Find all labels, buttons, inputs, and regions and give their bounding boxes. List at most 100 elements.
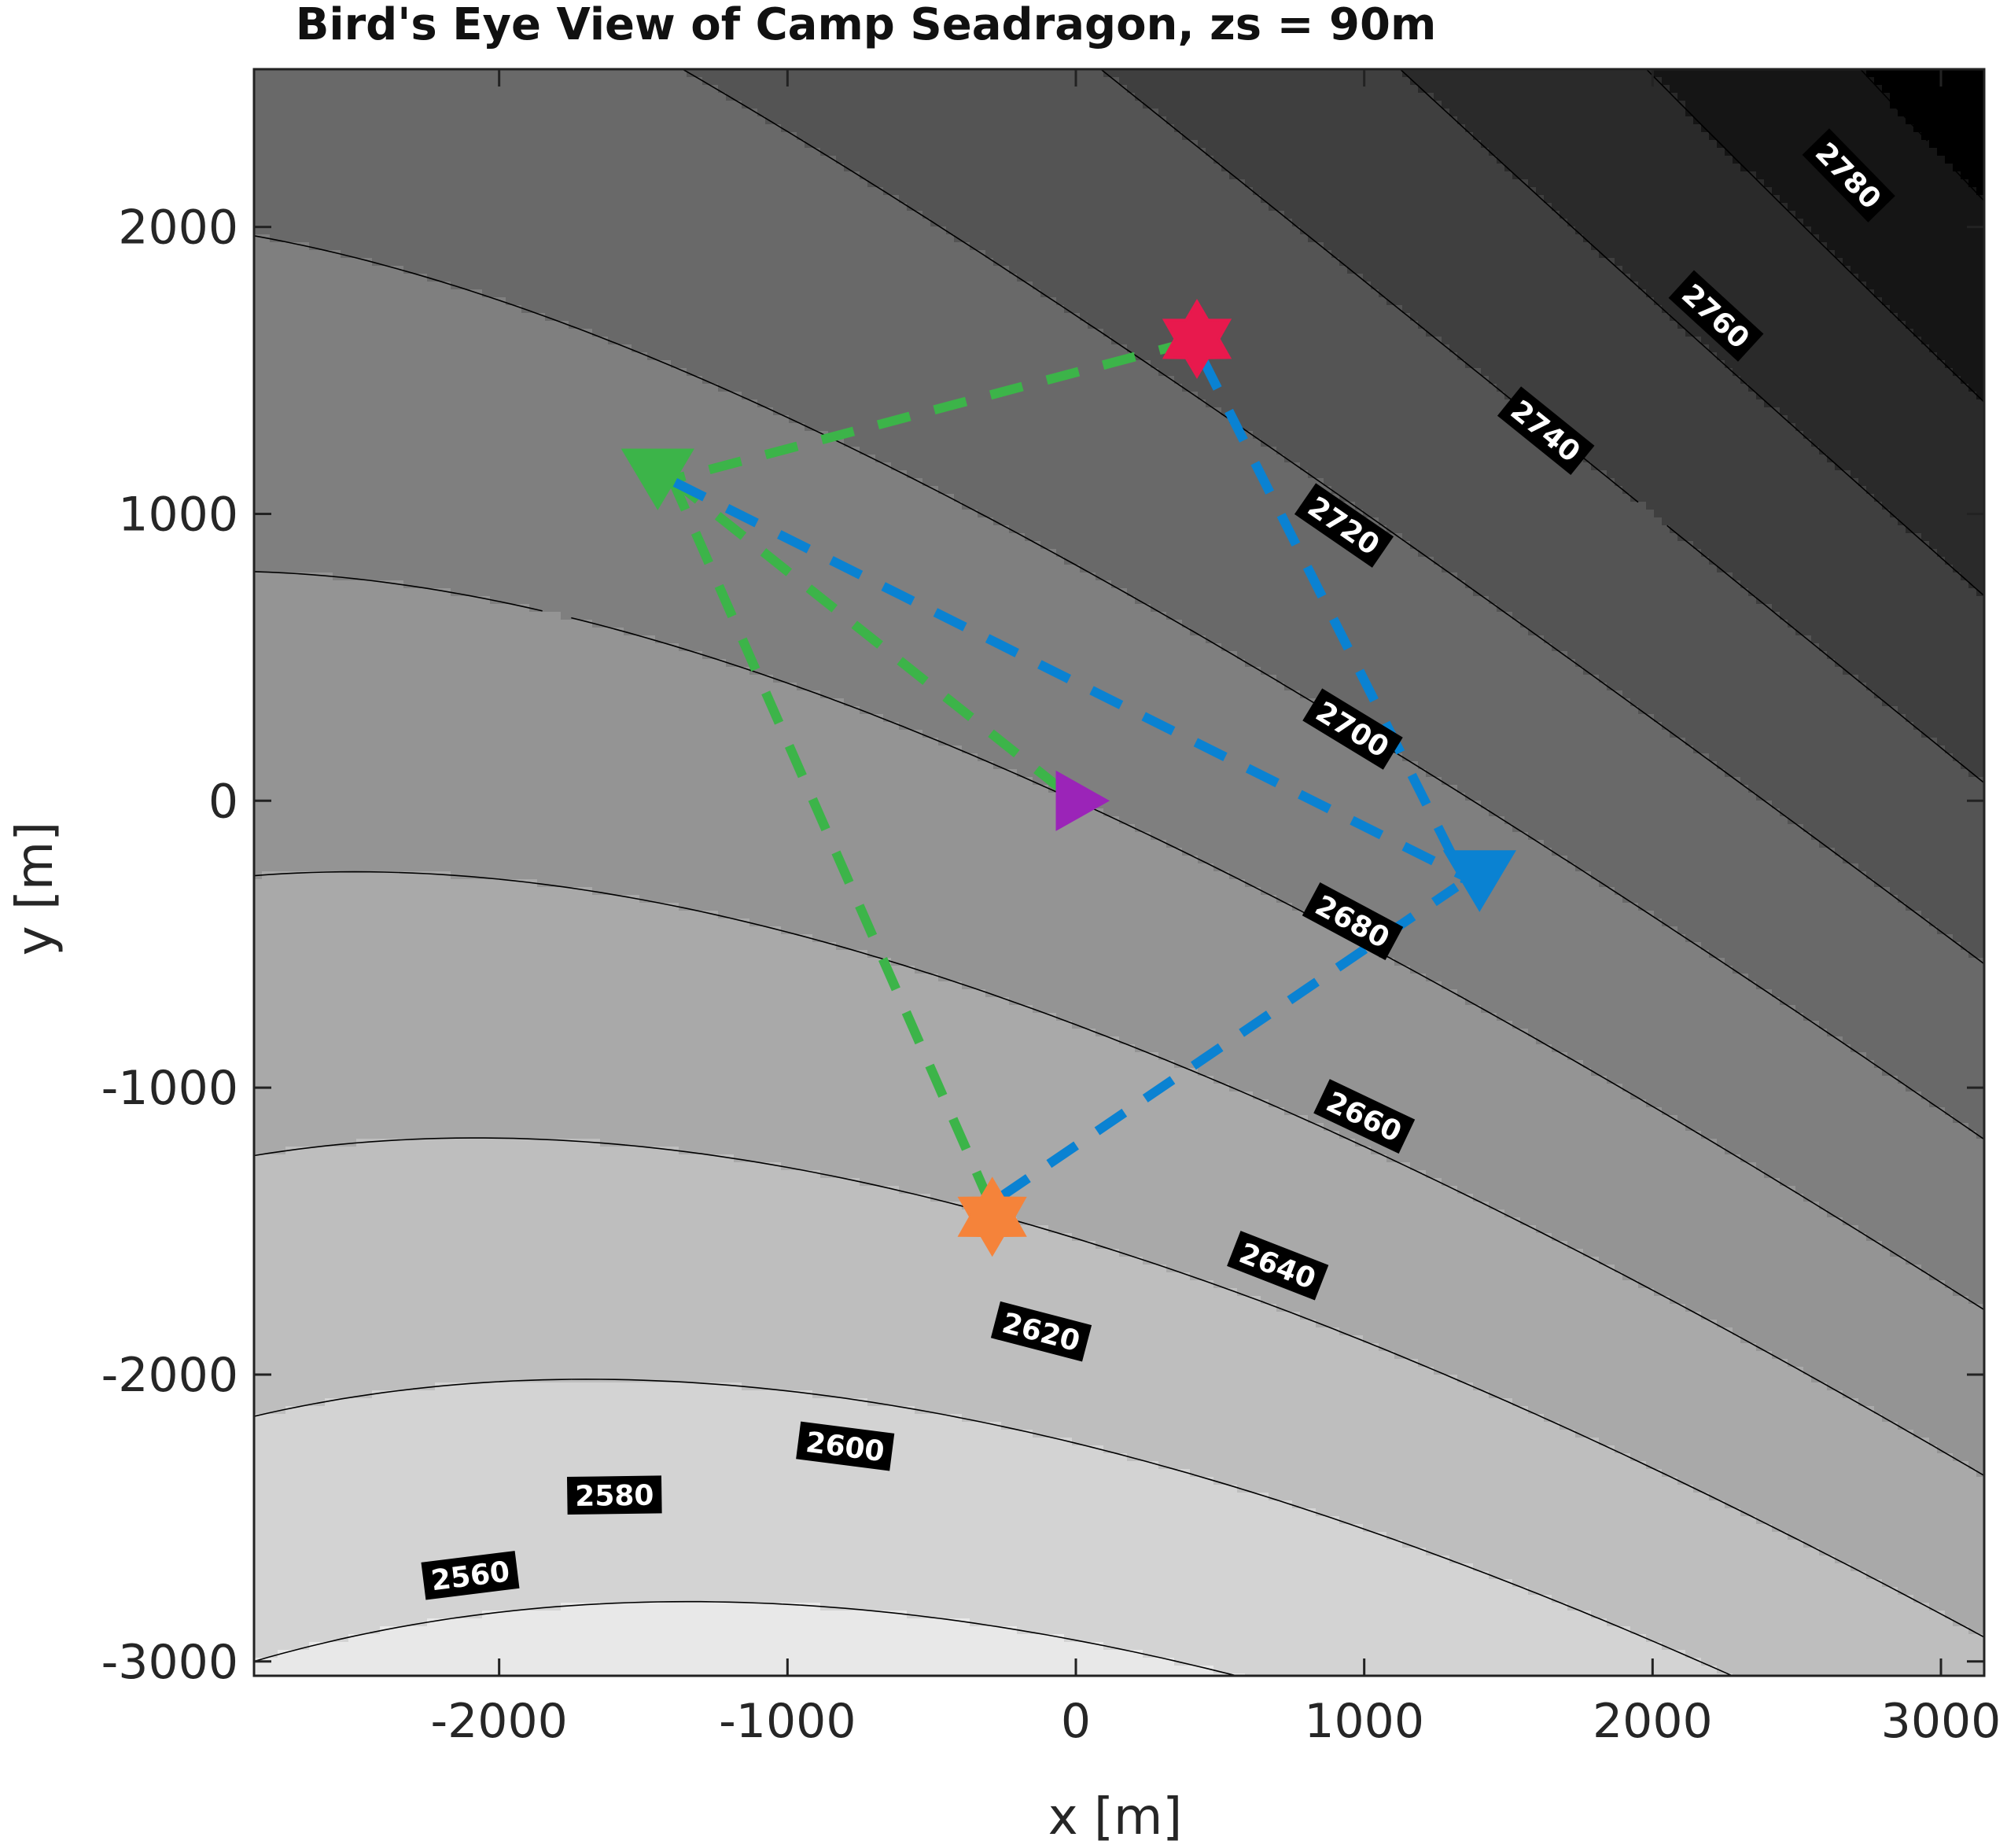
contour-band-cell [1811,101,1820,109]
contour-band-cell [1182,124,1191,133]
contour-band-cell [1040,234,1049,243]
contour-band-cell [1717,226,1725,235]
contour-band-cell [419,85,428,94]
contour-band-cell [1733,171,1741,180]
contour-band-cell [1756,148,1765,156]
contour-band-cell [757,69,766,78]
contour-band-cell [1685,171,1694,180]
contour-band-cell [1119,242,1128,251]
contour-band-cell [852,116,860,125]
contour-band-cell [694,109,703,117]
contour-band-cell [1717,234,1725,243]
contour-band-cell [1945,171,1954,180]
contour-band-cell [364,116,373,125]
contour-band-cell [1961,69,1969,78]
contour-band-cell [1072,101,1081,109]
contour-band-cell [1088,164,1096,172]
contour-band-cell [915,211,923,219]
contour-band-cell [1276,85,1285,94]
contour-band-cell [1324,195,1332,204]
contour-band-cell [1968,77,1977,86]
contour-band-cell [624,77,632,86]
contour-band-cell [938,242,947,251]
contour-band-cell [1677,85,1686,94]
contour-band-cell [521,211,530,219]
contour-band-cell [1906,164,1914,172]
contour-band-cell [584,148,593,156]
contour-band-cell [1968,219,1977,227]
contour-band-cell [1253,93,1261,101]
contour-band-cell [1269,171,1277,180]
contour-band-cell [1811,226,1820,235]
contour-band-cell [1858,116,1867,125]
contour-band-cell [844,109,853,117]
contour-band-cell [1795,195,1804,204]
contour-band-cell [356,140,365,149]
contour-band-cell [1976,77,1984,86]
contour-band-cell [1033,179,1041,188]
contour-band-cell [396,219,404,227]
contour-band-cell [1379,179,1387,188]
contour-band-cell [1599,77,1607,86]
contour-band-cell [427,187,436,196]
contour-band-cell [1103,187,1112,196]
contour-band-cell [1253,77,1261,86]
contour-band-cell [1890,211,1898,219]
contour-band-cell [671,164,679,172]
contour-band-cell [1520,219,1529,227]
contour-band-cell [1182,93,1191,101]
contour-band-cell [364,140,373,149]
contour-band-cell [1371,148,1379,156]
contour-band-cell [1717,116,1725,125]
contour-band-cell [521,132,530,141]
plot-area: 2560258026002620264026602680270027202740… [254,69,1984,1676]
contour-band-cell [1465,77,1474,86]
contour-band-cell [1528,93,1537,101]
contour-band-cell [875,179,884,188]
contour-band-cell [687,234,695,243]
contour-band-cell [1292,187,1301,196]
contour-band-cell [1206,195,1214,204]
contour-band-cell [1048,124,1057,133]
contour-band-cell [789,195,797,204]
contour-band-cell [899,179,908,188]
contour-band-cell [1552,219,1560,227]
contour-band-cell [341,132,349,141]
contour-band-cell [1701,93,1710,101]
contour-band-cell [1717,179,1725,188]
contour-band-cell [985,156,994,164]
contour-band-cell [1143,219,1151,227]
contour-band-cell [852,203,860,212]
contour-band-cell [1953,148,1961,156]
contour-band-cell [1560,124,1568,133]
contour-band-cell [1056,93,1065,101]
contour-band-cell [812,140,821,149]
contour-band-cell [1740,77,1749,86]
contour-band-cell [1583,179,1592,188]
contour-band-cell [514,85,522,94]
contour-band-cell [561,179,569,188]
contour-band-cell [789,148,797,156]
contour-band-cell [1756,85,1765,94]
contour-band-cell [1567,109,1576,117]
contour-band-cell [962,132,970,141]
contour-band-cell [1481,148,1490,156]
contour-band-cell [616,93,624,101]
contour-band-cell [1001,93,1010,101]
contour-band-cell [278,77,286,86]
contour-band-cell [1088,124,1096,133]
contour-band-cell [1615,140,1623,149]
contour-band-cell [718,219,727,227]
contour-band-cell [1048,187,1057,196]
contour-band-cell [1025,171,1033,180]
contour-band-cell [1442,164,1450,172]
contour-band-cell [875,109,884,117]
contour-band-cell [1725,93,1733,101]
contour-band-cell [1308,179,1317,188]
contour-band-cell [1151,69,1159,78]
contour-band-cell [962,93,970,101]
contour-band-cell [1394,187,1403,196]
contour-band-cell [1654,164,1663,172]
contour-band-cell [608,203,617,212]
contour-band-cell [616,109,624,117]
